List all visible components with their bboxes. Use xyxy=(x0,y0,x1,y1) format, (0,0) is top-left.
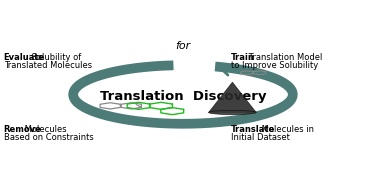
Ellipse shape xyxy=(254,113,267,117)
Ellipse shape xyxy=(254,72,267,76)
Text: Train: Train xyxy=(231,53,254,62)
Text: Molecules in: Molecules in xyxy=(259,125,314,134)
Text: Translation Model: Translation Model xyxy=(246,53,322,62)
Text: Initial Dataset: Initial Dataset xyxy=(231,133,290,142)
Text: Remove: Remove xyxy=(4,125,41,134)
Ellipse shape xyxy=(99,113,112,117)
Text: Translation  Discovery: Translation Discovery xyxy=(100,90,266,103)
Text: Translated Molecules: Translated Molecules xyxy=(4,61,92,70)
Text: Evaluate: Evaluate xyxy=(4,53,45,62)
Text: Based on Constraints: Based on Constraints xyxy=(4,133,93,142)
Ellipse shape xyxy=(99,72,112,76)
Text: for: for xyxy=(175,41,191,51)
Text: Molecules: Molecules xyxy=(22,125,67,134)
Ellipse shape xyxy=(209,110,256,115)
Text: to Improve Solubility: to Improve Solubility xyxy=(231,61,318,70)
Text: Translate: Translate xyxy=(231,125,275,134)
Text: Solubility of: Solubility of xyxy=(29,53,81,62)
Polygon shape xyxy=(209,82,256,112)
